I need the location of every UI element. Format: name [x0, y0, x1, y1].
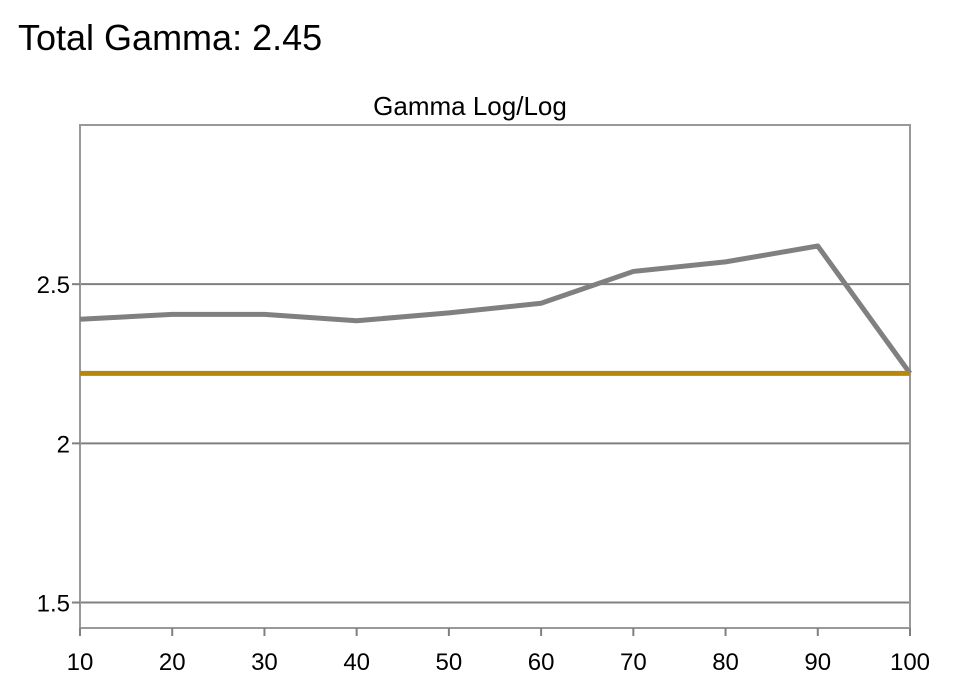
- y-tick-label: 2: [57, 431, 70, 458]
- measured-gamma-line: [79, 243, 913, 375]
- x-tick-label: 30: [251, 649, 278, 676]
- x-tick-label: 60: [528, 649, 555, 676]
- x-tick-label: 10: [67, 649, 94, 676]
- chart-title: Gamma Log/Log: [373, 91, 567, 121]
- x-tick-label: 20: [159, 649, 186, 676]
- total-gamma-heading: Total Gamma: 2.45: [18, 17, 323, 58]
- x-tick-label: 90: [804, 649, 831, 676]
- axes: 1.5 2 2.5 10 20 30 40 50 60 70 80 90 100: [37, 272, 930, 676]
- x-tick-label: 80: [712, 649, 739, 676]
- x-tick-label: 100: [890, 649, 930, 676]
- plot-frame: [79, 124, 911, 629]
- x-tick-label: 50: [436, 649, 463, 676]
- series-lines: [79, 243, 913, 376]
- y-tick-label: 1.5: [37, 591, 70, 618]
- grid-lines: [80, 283, 910, 604]
- x-tick-label: 40: [343, 649, 370, 676]
- y-tick-label: 2.5: [37, 272, 70, 299]
- x-tick-label: 70: [620, 649, 647, 676]
